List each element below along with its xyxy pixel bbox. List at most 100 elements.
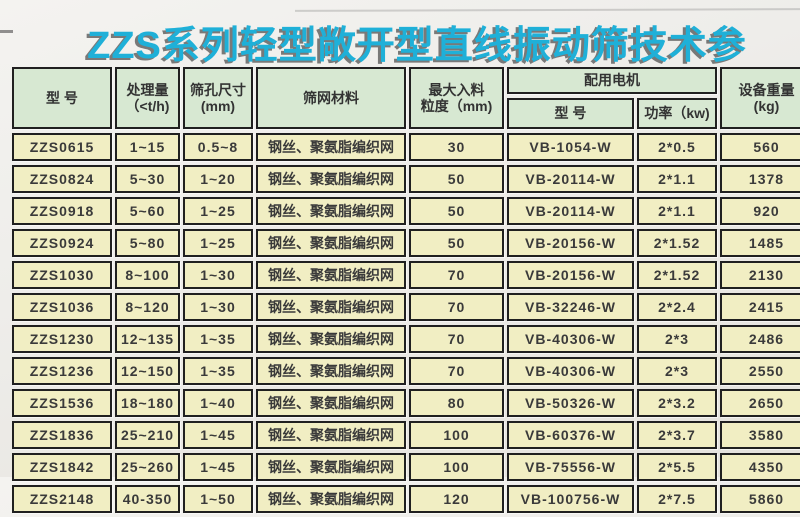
cell-weight: 2486 [720,325,800,353]
cell-motor-power: 2*3 [637,325,717,353]
cell-aperture: 1~50 [183,485,253,513]
cell-max-feed: 50 [409,165,504,193]
cell-max-feed: 120 [409,485,504,513]
cell-aperture: 1~35 [183,357,253,385]
header-aperture-line2: (mm) [200,98,236,114]
cell-motor-model: VB-32246-W [507,293,634,321]
cell-model: ZZS0924 [12,229,112,257]
cell-aperture: 1~40 [183,389,253,417]
cell-mesh: 钢丝、聚氨脂编织网 [256,325,406,353]
cell-model: ZZS1236 [12,357,112,385]
cell-model: ZZS0918 [12,197,112,225]
cell-model: ZZS1036 [12,293,112,321]
header-weight: 设备重量 (kg) [720,67,800,129]
cell-model: ZZS1836 [12,421,112,449]
header-aperture-line1: 筛孔尺寸 [190,81,246,98]
cell-max-feed: 70 [409,293,504,321]
header-capacity-line1: 处理量 [126,81,169,98]
cell-aperture: 1~30 [183,293,253,321]
header-weight-line2: (kg) [753,98,780,114]
cell-motor-model: VB-20114-W [507,197,634,225]
cell-max-feed: 70 [409,325,504,353]
header-capacity-line2: （<t/h) [125,98,170,114]
cell-capacity: 1~15 [115,133,180,161]
cell-mesh: 钢丝、聚氨脂编织网 [256,133,406,161]
table-row: ZZS1842 25~260 1~45 钢丝、聚氨脂编织网 100 VB-75556-W 2… [12,453,800,481]
cell-max-feed: 70 [409,357,504,385]
header-motor-group: 配用电机 [507,67,717,94]
cell-max-feed: 50 [409,197,504,225]
cell-max-feed: 100 [409,453,504,481]
cell-aperture: 0.5~8 [183,133,253,161]
header-motor-power: 功率（kw) [637,98,717,129]
cell-motor-power: 2*7.5 [637,485,717,513]
cell-capacity: 5~80 [115,229,180,257]
cell-max-feed: 100 [409,421,504,449]
cell-motor-model: VB-20156-W [507,261,634,289]
cell-mesh: 钢丝、聚氨脂编织网 [256,389,406,417]
page-title: ZZS系列轻型敞开型直线振动筛技术参 [87,25,747,67]
table-row: ZZS0824 5~30 1~20 钢丝、聚氨脂编织网 50 VB-20114-W 2*1.… [12,165,800,193]
cell-mesh: 钢丝、聚氨脂编织网 [256,485,406,513]
cell-aperture: 1~45 [183,421,253,449]
cell-weight: 560 [720,133,800,161]
cell-mesh: 钢丝、聚氨脂编织网 [256,165,406,193]
header-motor-model-label: 型 号 [554,105,587,122]
cell-aperture: 1~20 [183,165,253,193]
header-max-feed: 最大入料 粒度（mm) [409,67,504,129]
cell-weight: 3580 [720,421,800,449]
table-row: ZZS1230 12~135 1~35 钢丝、聚氨脂编织网 70 VB-40306-W 2*… [12,325,800,353]
cell-motor-model: VB-40306-W [507,357,634,385]
cell-weight: 2550 [720,357,800,385]
table-row: ZZS1236 12~150 1~35 钢丝、聚氨脂编织网 70 VB-40306-W 2*… [12,357,800,385]
cell-motor-power: 2*1.1 [637,165,717,193]
header-motor-model: 型 号 [507,98,634,129]
cell-capacity: 5~30 [115,165,180,193]
spec-table: 型 号 处理量 （<t/h) 筛孔尺寸 (mm) 筛网材料 最大入料 粒度（mm… [9,63,800,517]
cell-motor-model: VB-20156-W [507,229,634,257]
cell-max-feed: 50 [409,229,504,257]
table-row: ZZS1536 18~180 1~40 钢丝、聚氨脂编织网 80 VB-50326-W 2*… [12,389,800,417]
cell-aperture: 1~35 [183,325,253,353]
table-row: ZZS1030 8~100 1~30 钢丝、聚氨脂编织网 70 VB-20156-W 2*1… [12,261,800,289]
cell-capacity: 5~60 [115,197,180,225]
cell-capacity: 8~100 [115,261,180,289]
cell-weight: 920 [720,197,800,225]
cell-motor-model: VB-40306-W [507,325,634,353]
table-row: ZZS2148 40-350 1~50 钢丝、聚氨脂编织网 120 VB-100756-W… [12,485,800,513]
cell-max-feed: 80 [409,389,504,417]
table-body: ZZS0615 1~15 0.5~8 钢丝、聚氨脂编织网 30 VB-1054-W 2*0.… [12,133,800,513]
header-mesh-material: 筛网材料 [256,67,406,129]
cell-motor-power: 2*2.4 [637,293,717,321]
scan-artifact-mark [0,30,13,33]
header-motor-group-label: 配用电机 [584,72,640,89]
cell-motor-power: 2*0.5 [637,133,717,161]
cell-motor-model: VB-1054-W [507,133,634,161]
table-row: ZZS0918 5~60 1~25 钢丝、聚氨脂编织网 50 VB-20114-W 2*1.… [12,197,800,225]
cell-motor-power: 2*1.52 [637,229,717,257]
cell-mesh: 钢丝、聚氨脂编织网 [256,293,406,321]
header-max-feed-line2: 粒度（mm) [420,98,493,114]
cell-aperture: 1~25 [183,229,253,257]
cell-mesh: 钢丝、聚氨脂编织网 [256,357,406,385]
cell-weight: 2650 [720,389,800,417]
header-model: 型 号 [12,67,112,129]
cell-model: ZZS1030 [12,261,112,289]
header-model-label: 型 号 [46,89,78,106]
table-row: ZZS1836 25~210 1~45 钢丝、聚氨脂编织网 100 VB-60376-W 2… [12,421,800,449]
cell-capacity: 8~120 [115,293,180,321]
cell-motor-model: VB-75556-W [507,453,634,481]
cell-aperture: 1~25 [183,197,253,225]
header-capacity: 处理量 （<t/h) [115,67,180,129]
cell-capacity: 40-350 [115,485,180,513]
cell-model: ZZS0615 [12,133,112,161]
cell-weight: 2130 [720,261,800,289]
cell-motor-power: 2*3.7 [637,421,717,449]
cell-model: ZZS2148 [12,485,112,513]
scan-artifact-line [294,8,800,12]
header-aperture: 筛孔尺寸 (mm) [183,67,253,129]
cell-motor-power: 2*3 [637,357,717,385]
cell-weight: 2415 [720,293,800,321]
header-mesh-label: 筛网材料 [303,89,359,106]
cell-capacity: 25~210 [115,421,180,449]
